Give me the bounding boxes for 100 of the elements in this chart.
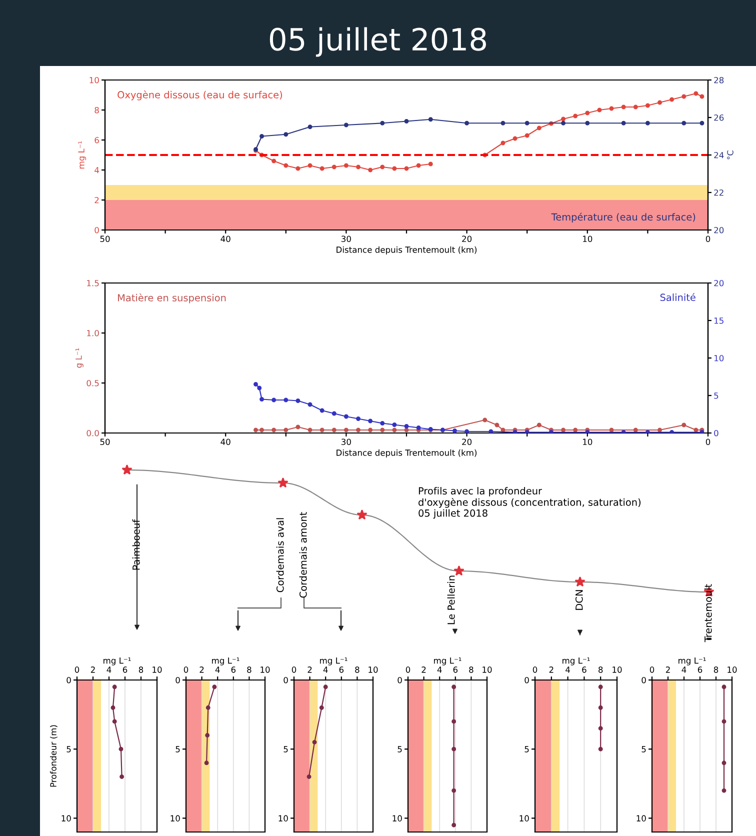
y-axis-title: mg L⁻¹ [78, 141, 86, 168]
y2-tick-label: 28 [714, 76, 724, 84]
x-tick-label: 20 [462, 438, 472, 446]
x-tick-label: 6 [698, 666, 702, 673]
y2-tick-label: 20 [714, 280, 724, 286]
x-tick-label: 2 [666, 666, 670, 673]
y2-axis-title: °C [727, 150, 734, 160]
x-axis-title: mg L⁻¹ [434, 657, 462, 666]
x-tick-label: 0 [406, 666, 410, 673]
y2-tick-label: 26 [714, 114, 724, 121]
x-tick-label: 2 [422, 666, 426, 673]
x-tick-label: 10 [260, 666, 270, 673]
x-axis-title: mg L⁻¹ [104, 657, 131, 666]
x-tick-label: 6 [122, 666, 128, 673]
x-tick-label: 10 [583, 236, 592, 242]
x-tick-label: 8 [714, 666, 718, 673]
x-tick-label: 50 [100, 438, 110, 446]
y2-tick-label: 0 [714, 430, 718, 436]
y-axis-title: Profondeur (m) [50, 725, 58, 787]
y2-tick-label: 20 [714, 226, 724, 234]
x-axis-title: Distance depuis Trentemoult (km) [336, 449, 477, 458]
y-tick-label: 0 [642, 676, 646, 684]
y2-tick-label: 10 [714, 354, 724, 362]
y-tick-label: 10 [278, 815, 288, 822]
y-tick-label: 0 [284, 676, 288, 684]
x-tick-label: 4 [323, 666, 328, 673]
y-tick-label: 0 [176, 676, 180, 684]
x-tick-label: 0 [184, 666, 188, 673]
x-axis-title: mg L⁻¹ [562, 657, 590, 666]
x-tick-label: 0 [706, 438, 710, 446]
x-tick-label: 40 [220, 236, 230, 242]
text: Cordemais amont [299, 512, 307, 598]
x-tick-label: 8 [355, 666, 360, 673]
y-tick-label: 1.5 [87, 280, 99, 286]
x-tick-label: 10 [583, 438, 592, 446]
x-axis-title: mg L⁻¹ [678, 657, 706, 666]
y-tick-label: 5 [398, 746, 402, 752]
x-tick-label: 0 [292, 666, 296, 673]
y-tick-label: 5 [284, 746, 288, 752]
x-tick-label: 2 [549, 666, 554, 673]
x-tick-label: 4 [437, 666, 442, 673]
y-axis-title: g L⁻¹ [76, 348, 84, 368]
y-tick-label: 0 [94, 226, 99, 234]
text: Salinité [660, 293, 696, 302]
y-tick-label: 5 [524, 746, 529, 752]
x-tick-label: 8 [598, 666, 603, 673]
y2-tick-label: 5 [714, 392, 718, 399]
x-axis-title: mg L⁻¹ [320, 657, 348, 666]
x-tick-label: 20 [462, 236, 472, 242]
y-tick-label: 10 [90, 76, 99, 84]
x-tick-label: 6 [231, 666, 236, 673]
x-tick-label: 50 [100, 236, 110, 242]
x-tick-label: 10 [728, 666, 737, 673]
text: Matière en suspension [118, 294, 226, 304]
y2-tick-label: 24 [714, 152, 724, 158]
x-tick-label: 8 [138, 666, 144, 673]
text: Cordemais aval [276, 518, 284, 592]
x-tick-label: 0 [706, 236, 710, 242]
x-tick-label: 10 [482, 666, 492, 673]
x-tick-label: 0 [532, 666, 538, 673]
y2-tick-label: 22 [714, 189, 724, 196]
x-tick-label: 6 [582, 666, 586, 673]
x-tick-label: 10 [368, 666, 378, 673]
x-tick-label: 6 [339, 666, 344, 673]
x-tick-label: 4 [106, 666, 112, 673]
y-tick-label: 5 [66, 746, 71, 752]
x-tick-label: 2 [200, 666, 204, 673]
x-tick-label: 4 [215, 666, 220, 673]
y-tick-label: 4 [94, 167, 99, 174]
text: Profils avec la profondeur d'oxygène dissous (concentration, saturation) 05 juillet 2018 [418, 487, 640, 519]
x-tick-label: 2 [308, 666, 312, 673]
y-tick-label: 5 [642, 746, 646, 752]
y-tick-label: 2 [94, 196, 99, 204]
x-tick-label: 0 [74, 666, 80, 673]
y-tick-label: 0.5 [86, 380, 99, 386]
y-tick-label: 5 [176, 746, 180, 752]
x-tick-label: 30 [342, 236, 351, 242]
chart-title: 05 juillet 2018 [270, 27, 486, 57]
x-axis-title: mg L⁻¹ [212, 657, 240, 666]
text: DCN [575, 590, 583, 610]
y-tick-label: 10 [636, 815, 646, 822]
y-tick-label: 10 [170, 815, 180, 822]
y-tick-label: 6 [94, 136, 99, 144]
y-tick-label: 1.0 [87, 330, 99, 336]
text: Température (eau de surface) [551, 212, 696, 222]
x-tick-label: 10 [612, 666, 622, 673]
x-tick-label: 8 [469, 666, 474, 673]
x-tick-label: 4 [682, 666, 686, 673]
text: Oxygène dissous (eau de surface) [118, 90, 282, 100]
x-tick-label: 8 [247, 666, 252, 673]
y-tick-label: 0 [524, 676, 529, 684]
text: Paimboeuf [132, 519, 140, 570]
y-tick-label: 10 [62, 815, 71, 822]
x-tick-label: 40 [220, 438, 230, 446]
text: Le Pellerin [447, 576, 455, 624]
x-tick-label: 6 [453, 666, 458, 673]
text: Trentemoult [704, 584, 712, 642]
y-tick-label: 10 [520, 815, 529, 822]
x-tick-label: 10 [152, 666, 162, 673]
y2-tick-label: 15 [714, 318, 724, 324]
